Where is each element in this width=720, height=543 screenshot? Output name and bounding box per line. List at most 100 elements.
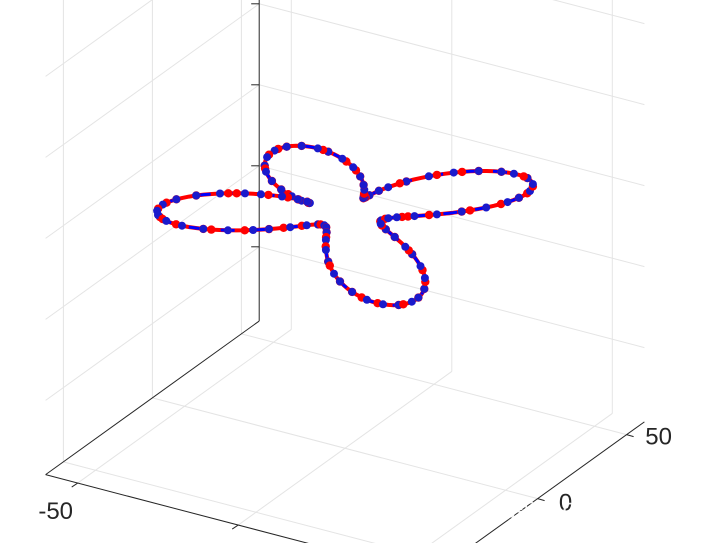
marker-red	[224, 189, 233, 198]
marker-blue	[384, 214, 393, 223]
marker-blue	[172, 195, 181, 204]
marker-blue	[313, 144, 322, 153]
marker-blue	[384, 183, 393, 192]
marker-blue	[263, 153, 272, 162]
marker-blue	[362, 295, 371, 304]
grid-line-floor-y	[63, 461, 376, 543]
axis-line-y	[475, 421, 645, 543]
marker-blue	[262, 167, 270, 176]
grid-line-z	[45, 3, 645, 158]
marker-blue	[241, 189, 249, 198]
marker-blue	[414, 293, 423, 302]
x-tick-mark	[71, 482, 78, 488]
y-tick-mark	[626, 434, 634, 438]
marker-blue	[277, 185, 286, 194]
marker-blue	[330, 269, 338, 278]
marker-blue	[528, 180, 537, 189]
marker-blue	[338, 154, 347, 163]
axis-line-x	[45, 474, 309, 543]
marker-blue	[178, 221, 186, 230]
marker-blue	[482, 203, 491, 212]
marker-red	[240, 226, 249, 235]
marker-blue	[449, 168, 458, 177]
grid-line-z	[45, 246, 645, 401]
marker-red	[325, 261, 334, 270]
marker-blue	[407, 297, 416, 306]
marker-blue	[282, 142, 291, 151]
marker-blue	[356, 172, 365, 181]
marker-blue	[349, 163, 358, 172]
marker-blue	[402, 177, 411, 186]
marker-blue	[286, 223, 295, 232]
marker-blue	[457, 207, 466, 216]
tick-labels: -500050	[38, 424, 672, 525]
x-tick-label: -50	[38, 498, 73, 525]
marker-blue	[359, 181, 368, 189]
watermark-text: 知乎 @OpenRobotSL	[496, 499, 698, 523]
marker-blue	[278, 192, 286, 201]
marker-blue	[267, 177, 276, 185]
marker-red	[424, 210, 434, 220]
marker-blue	[390, 233, 399, 241]
y-tick-label: 0	[559, 490, 572, 517]
marker-red	[496, 199, 506, 209]
marker-blue	[376, 219, 385, 228]
marker-red	[232, 189, 241, 198]
grid-line-floor-x	[431, 413, 613, 543]
axes-layer	[45, 0, 645, 543]
grid-line-z	[45, 0, 645, 77]
marker-red	[207, 225, 216, 234]
marker-blue	[416, 262, 425, 271]
marker-blue	[297, 141, 306, 150]
marker-blue	[392, 213, 401, 222]
marker-blue	[321, 236, 330, 244]
marker-blue	[249, 226, 258, 234]
grid-layer	[45, 0, 645, 543]
marker-blue	[497, 167, 506, 176]
marker-blue	[379, 300, 387, 309]
axis-line-y-left	[45, 320, 260, 476]
marker-blue	[509, 169, 518, 178]
marker-blue	[514, 193, 523, 202]
marker-red	[395, 179, 404, 188]
marker-blue	[303, 197, 312, 206]
marker-red	[457, 167, 467, 177]
marker-blue	[223, 226, 232, 235]
marker-blue	[503, 198, 512, 207]
marker-blue	[265, 225, 273, 234]
marker-blue	[401, 242, 410, 251]
marker-blue	[302, 221, 311, 230]
x-tick-mark	[231, 524, 239, 530]
marker-blue	[410, 212, 419, 221]
marker-blue	[474, 167, 483, 175]
marker-red	[519, 172, 528, 181]
marker-blue	[199, 224, 208, 233]
marker-blue	[321, 246, 330, 254]
marker-red	[279, 223, 288, 232]
grid-line-floor-y	[152, 397, 538, 500]
marker-red	[399, 300, 408, 309]
marker-blue	[424, 172, 433, 181]
marker-blue	[336, 277, 344, 286]
grid-line-z	[45, 165, 645, 320]
marker-red	[432, 170, 442, 180]
marker-red	[403, 212, 413, 221]
marker-blue	[216, 189, 224, 198]
y-tick-mark	[537, 498, 545, 502]
marker-blue	[256, 190, 265, 199]
marker-blue	[420, 274, 429, 282]
marker-red	[465, 206, 475, 215]
grid-line-floor-y	[241, 333, 627, 436]
marker-blue	[374, 186, 383, 195]
y-tick-label: 50	[645, 424, 672, 451]
marker-red	[264, 190, 273, 200]
marker-layer	[153, 141, 538, 310]
marker-blue	[192, 191, 201, 200]
marker-blue	[348, 287, 357, 296]
marker-blue	[432, 210, 441, 219]
marker-blue	[162, 216, 171, 225]
marker-blue	[293, 195, 302, 204]
marker-blue	[420, 284, 429, 293]
